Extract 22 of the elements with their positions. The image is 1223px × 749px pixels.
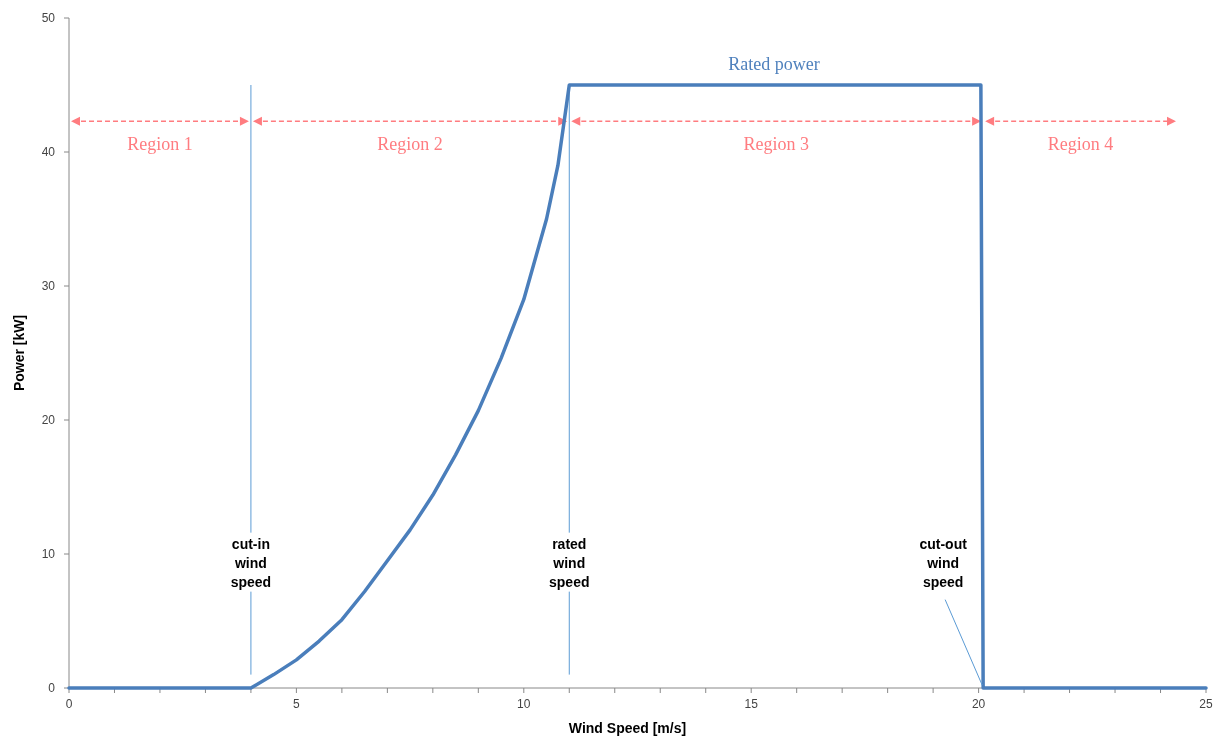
annotation: Region 2	[377, 134, 443, 155]
y-tick-label: 0	[48, 681, 56, 695]
y-tick-label: 20	[41, 413, 56, 427]
x-tick-label: 20	[971, 697, 986, 711]
y-axis-title: Power [kW]	[11, 314, 27, 392]
annotation: cut-out wind speed	[919, 535, 968, 590]
y-tick-label: 30	[41, 279, 56, 293]
annotation: Region 1	[127, 134, 193, 155]
x-axis-title: Wind Speed [m/s]	[568, 720, 687, 736]
x-tick-label: 15	[744, 697, 759, 711]
x-tick-label: 10	[517, 697, 531, 711]
x-tick-label: 0	[65, 697, 73, 711]
annotation: Region 3	[743, 134, 809, 155]
y-tick-label: 40	[41, 145, 56, 159]
ref-line-label: rated wind speed	[549, 535, 590, 590]
y-tick-label: 10	[41, 547, 56, 561]
x-tick-label: 25	[1199, 697, 1213, 711]
annotation: Region 4	[1047, 134, 1114, 155]
x-tick-label: 5	[293, 697, 301, 711]
y-tick-label: 50	[41, 11, 56, 25]
annotation: Rated power	[728, 54, 820, 74]
ref-line-label: cut-in wind speed	[230, 535, 272, 590]
